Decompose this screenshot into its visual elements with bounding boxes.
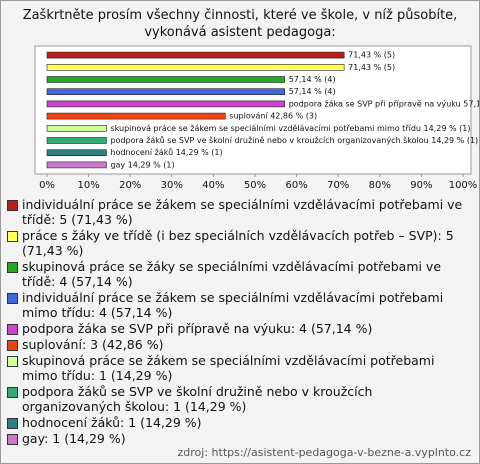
value-label: 71,43 % (5) [348,51,395,60]
legend-swatch [7,293,18,304]
source: zdroj: https://asistent-pedagoga-v-bezne… [177,446,471,459]
legend-item: podpora žáků se SVP ve školní družině ne… [7,384,473,414]
value-label: hodnocení žáků 14,29 % (1) [110,147,222,157]
legend-item: suplování: 3 (42,86 %) [7,337,473,352]
bar [46,88,286,95]
bar [46,76,286,83]
legend-item: individuální práce se žákem se speciální… [7,290,473,320]
x-tick-label: 70% [327,180,349,191]
chart-title: Zaškrtněte prosím všechny činnosti, kter… [22,8,458,40]
value-label: podpora žáků se SVP ve školní družině ne… [110,135,478,145]
legend-label: individuální práce se žákem se speciální… [22,197,463,227]
x-tick-label: 60% [285,180,307,191]
legend-label: individuální práce se žákem se speciální… [22,290,444,320]
plot: 0% 10% 20% 30% 40% 50% 60% 70% 80% 90% 100% 71,43 %… [34,45,479,191]
legend-label: hodnocení žáků: 1 (14,29 %) [22,415,202,430]
x-tick-label: 80% [369,180,391,191]
legend-item: gay: 1 (14,29 %) [7,431,473,446]
legend-swatch [7,340,18,351]
value-label: skupinová práce se žákem se speciálními … [110,124,470,133]
legend-item: podpora žáka se SVP při přípravě na výuk… [7,321,473,336]
bar [46,100,286,108]
bar [46,112,226,120]
x-tick-label: 30% [161,180,183,191]
legend-item: hodnocení žáků: 1 (14,29 %) [7,415,473,430]
legend-label: práce s žáky ve třídě (i bez speciálních… [22,228,454,258]
legend-swatch [7,200,18,211]
x-tick-label: 100% [449,180,478,191]
legend-label: skupinová práce se žáky se speciálními v… [22,259,442,289]
bar [46,137,107,144]
legend-item: skupinová práce se žáky se speciálními v… [7,259,473,289]
value-label: podpora žáka se SVP při přípravě na výuk… [289,99,479,108]
bar [46,161,107,169]
value-label: 71,43 % (5) [348,63,395,72]
value-label: gay 14,29 % (1) [110,160,174,169]
legend-label: podpora žáka se SVP při přípravě na výuk… [22,321,373,336]
x-tick-label: 50% [244,180,266,191]
legend-item: individuální práce se žákem se speciální… [7,197,473,227]
bar [46,125,107,132]
legend-swatch [7,262,18,273]
bar [46,149,107,156]
legend-swatch [7,324,18,335]
x-tick-label: 0% [39,180,55,191]
value-label: 57,14 % (4) [289,87,336,96]
value-label: 57,14 % (4) [289,75,336,84]
legend-item: skupinová práce se žákem se speciálními … [7,353,473,383]
legend-item: práce s žáky ve třídě (i bez speciálních… [7,228,473,258]
bar [46,51,345,59]
value-label: suplování 42,86 % (3) [229,112,317,121]
bar [46,63,345,71]
legend-label: gay: 1 (14,29 %) [22,431,126,446]
legend-swatch [7,434,18,445]
x-tick-label: 20% [119,180,141,191]
x-tick-label: 40% [202,180,224,191]
x-tick-label: 90% [410,180,432,191]
x-tick-label: 10% [77,180,99,191]
legend: individuální práce se žákem se speciální… [7,197,473,447]
legend-label: podpora žáků se SVP ve školní družině ne… [22,384,373,414]
legend-label: skupinová práce se žákem se speciálními … [22,353,435,383]
legend-swatch [7,418,18,429]
legend-swatch [7,231,18,242]
legend-swatch [7,356,18,367]
legend-label: suplování: 3 (42,86 %) [22,337,164,352]
legend-swatch [7,387,18,398]
